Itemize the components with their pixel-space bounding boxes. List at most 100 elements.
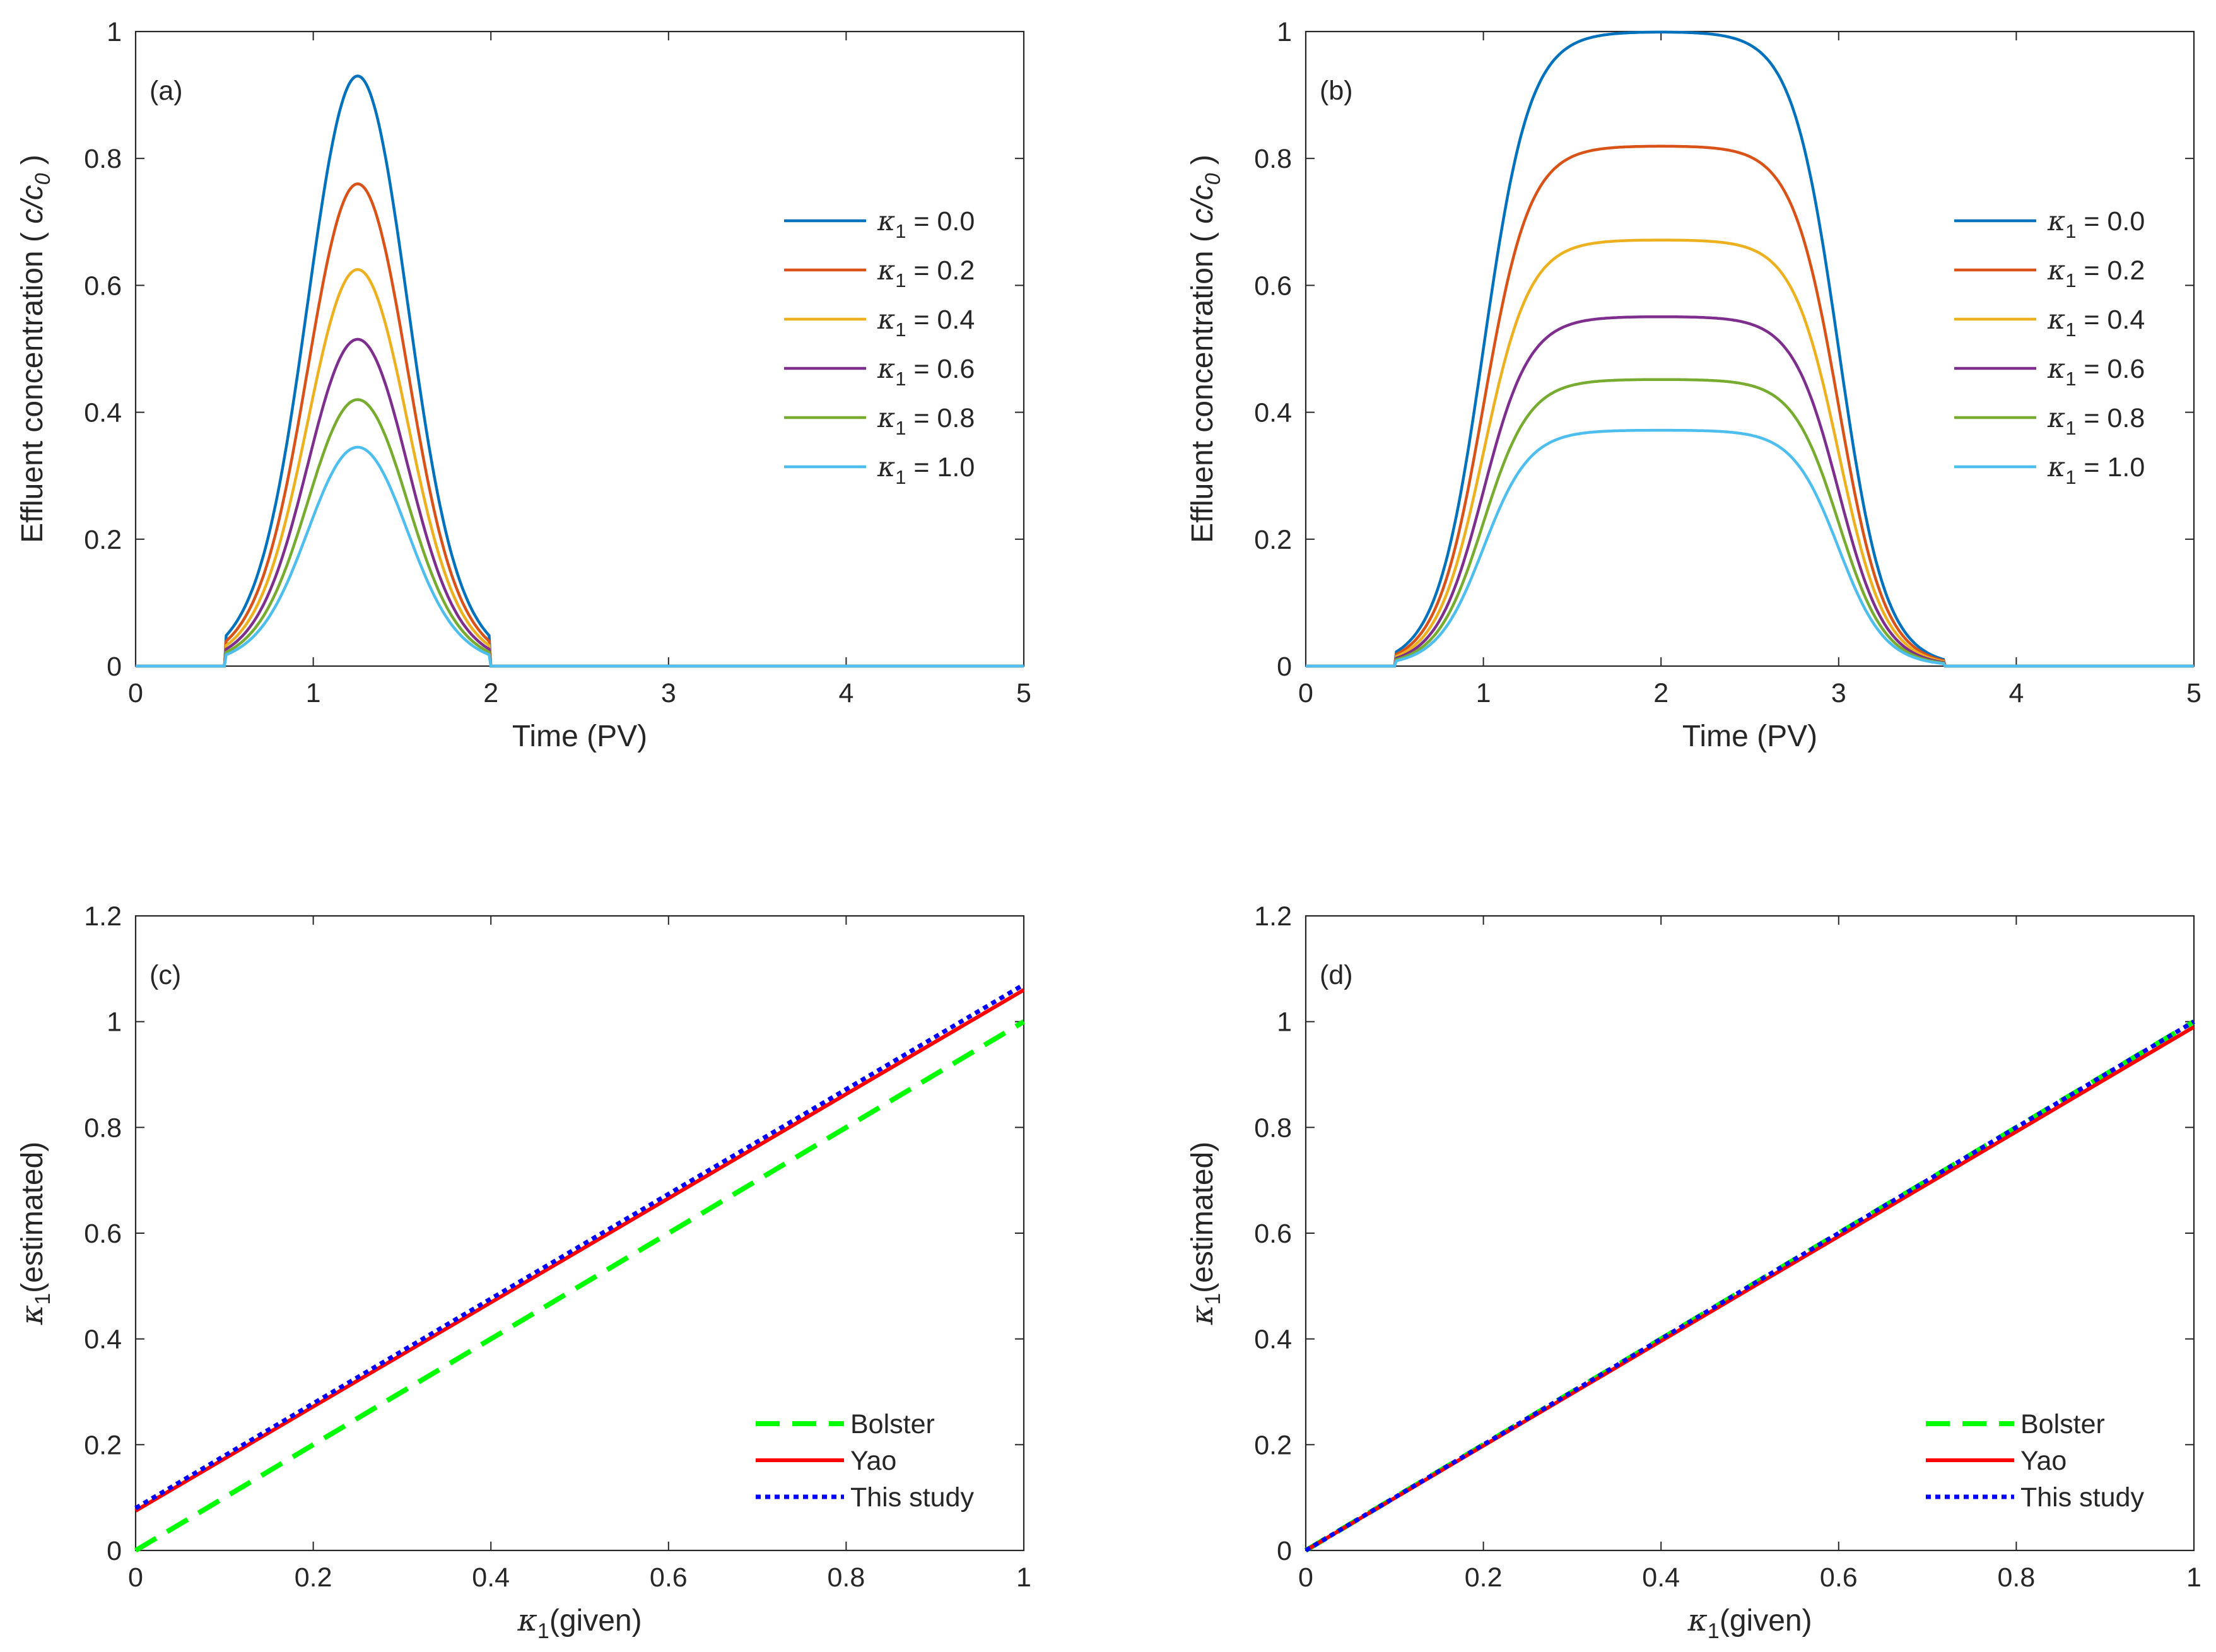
x-tick-label: 5 — [2186, 678, 2201, 708]
y-tick-label: 0.6 — [1254, 1219, 1292, 1249]
y-tick-label: 0.6 — [84, 271, 122, 301]
x-tick-label: 1 — [306, 678, 321, 708]
x-tick-label: 1 — [2186, 1562, 2201, 1593]
x-tick-label: 5 — [1016, 678, 1031, 708]
x-tick-label: 3 — [661, 678, 676, 708]
x-tick-label: 0 — [128, 678, 143, 708]
y-tick-label: 0.6 — [84, 1219, 122, 1249]
y-tick-label: 1.2 — [1254, 901, 1292, 932]
legend-entry: κ1 = 0.6 — [877, 353, 975, 390]
legend-entry: Bolster — [850, 1409, 935, 1439]
x-tick-label: 0.4 — [1642, 1562, 1680, 1593]
y-tick-label: 0 — [1277, 652, 1292, 682]
series-line-yao — [134, 988, 1025, 1513]
x-tick-label: 0.4 — [472, 1562, 510, 1593]
panel-label: (a) — [149, 76, 183, 106]
legend-entry: Bolster — [2020, 1409, 2105, 1439]
legend-entry: This study — [2020, 1482, 2144, 1513]
y-label-suffix: ) — [1186, 155, 1219, 173]
y-label-suffix: ) — [16, 155, 49, 173]
x-axis-label: κ1(given) — [517, 1603, 642, 1643]
x-tick-label: 1 — [1016, 1562, 1031, 1593]
legend-entry: κ1 = 0.4 — [877, 304, 975, 341]
legend-entry: Yao — [850, 1446, 896, 1476]
y-tick-label: 0.2 — [1254, 1430, 1292, 1460]
legend-entry: Yao — [2020, 1446, 2067, 1476]
panel-label: (c) — [149, 960, 181, 990]
y-tick-label: 0.4 — [1254, 1325, 1292, 1355]
x-tick-label: 0.8 — [828, 1562, 865, 1593]
x-tick-label: 0.8 — [1998, 1562, 2036, 1593]
y-tick-label: 0 — [1277, 1536, 1292, 1566]
y-tick-label: 0.4 — [1254, 398, 1292, 428]
x-tick-label: 4 — [2008, 678, 2024, 708]
y-axis-label: Effluent concentration ( c/c0 ) — [16, 155, 55, 543]
legend-entry: κ1 = 1.0 — [877, 452, 975, 488]
y-label-prefix: Effluent concentration ( — [1186, 224, 1219, 543]
y-label-sub: 0 — [1201, 173, 1225, 185]
y-label-prefix: Effluent concentration ( — [16, 224, 49, 543]
y-tick-label: 1 — [1277, 17, 1292, 47]
legend-entry: κ1 = 0.0 — [877, 206, 975, 242]
x-tick-label: 1 — [1476, 678, 1491, 708]
x-tick-label: 0.2 — [1465, 1562, 1503, 1593]
x-axis-label: Time (PV) — [512, 720, 647, 753]
legend-entry: κ1 = 0.4 — [2047, 304, 2145, 341]
axes-box — [134, 30, 1025, 667]
y-tick-label: 0 — [107, 652, 122, 682]
y-label-var: c/c — [1186, 185, 1219, 223]
y-tick-label: 0.4 — [84, 1325, 122, 1355]
series-line-this-study — [134, 982, 1025, 1510]
legend-entry: κ1 = 0.2 — [2047, 255, 2145, 291]
y-tick-label: 0.2 — [84, 1430, 122, 1460]
y-tick-label: 0.8 — [84, 144, 122, 174]
y-axis-label: κ1(estimated) — [15, 1142, 55, 1325]
legend-entry: κ1 = 0.2 — [877, 255, 975, 291]
panel-d: 0 0.2 0.4 0.6 0.8 1 0 0.2 0.4 0.6 0.8 1 1.2 (d) κ1(giv… — [1185, 901, 2201, 1643]
panel-label: (d) — [1320, 960, 1353, 990]
y-axis-label: Effluent concentration ( c/c0 ) — [1186, 155, 1225, 543]
legend-entry: κ1 = 0.0 — [2047, 206, 2145, 242]
y-tick-label: 0.8 — [1254, 144, 1292, 174]
y-tick-label: 1 — [1277, 1007, 1292, 1038]
series-line-this-study — [1304, 1019, 2195, 1553]
y-label-sub: 0 — [31, 173, 55, 185]
y-tick-label: 0.6 — [1254, 271, 1292, 301]
legend-entry: κ1 = 0.8 — [2047, 402, 2145, 439]
series-line-k5 — [1306, 428, 2194, 668]
x-tick-label: 0 — [1298, 678, 1313, 708]
legend-entry: κ1 = 1.0 — [2047, 452, 2145, 488]
legend-entry: κ1 = 0.6 — [2047, 353, 2145, 390]
y-tick-label: 0.2 — [84, 525, 122, 555]
panel-a: 0 1 2 3 4 5 0 0.2 0.4 0.6 0.8 1 (a) Time (PV) Effluent… — [16, 17, 1031, 753]
series-line-k5 — [136, 445, 1024, 668]
legend-entry: This study — [850, 1482, 974, 1513]
x-tick-label: 2 — [483, 678, 498, 708]
y-tick-label: 0 — [107, 1536, 122, 1566]
y-tick-label: 1 — [107, 1007, 122, 1038]
y-axis-label: κ1(estimated) — [1185, 1142, 1225, 1325]
y-tick-label: 1.2 — [84, 901, 122, 932]
x-tick-label: 2 — [1653, 678, 1668, 708]
x-tick-label: 4 — [838, 678, 853, 708]
x-tick-label: 0.2 — [295, 1562, 332, 1593]
y-tick-label: 0.2 — [1254, 525, 1292, 555]
y-label-var: c/c — [16, 185, 49, 223]
panel-label: (b) — [1320, 76, 1353, 106]
y-tick-label: 1 — [107, 17, 122, 47]
series-line-bolster — [134, 1019, 1026, 1553]
x-tick-label: 0 — [128, 1562, 143, 1593]
x-axis-label: Time (PV) — [1682, 720, 1817, 753]
x-tick-label: 0.6 — [650, 1562, 688, 1593]
series-line-k0 — [1306, 30, 2194, 668]
x-tick-label: 0 — [1298, 1562, 1313, 1593]
x-tick-label: 3 — [1831, 678, 1846, 708]
x-axis-label: κ1(given) — [1687, 1603, 1812, 1643]
axes-box — [1304, 30, 2195, 667]
panel-b: 0 1 2 3 4 5 0 0.2 0.4 0.6 0.8 1 (b) Time (PV) Effluent… — [1186, 17, 2201, 753]
x-tick-label: 0.6 — [1820, 1562, 1858, 1593]
y-tick-label: 0.8 — [1254, 1113, 1292, 1143]
panel-c: 0 0.2 0.4 0.6 0.8 1 0 0.2 0.4 0.6 0.8 1 1.2 (c) κ1(giv… — [15, 901, 1031, 1643]
y-tick-label: 0.8 — [84, 1113, 122, 1143]
